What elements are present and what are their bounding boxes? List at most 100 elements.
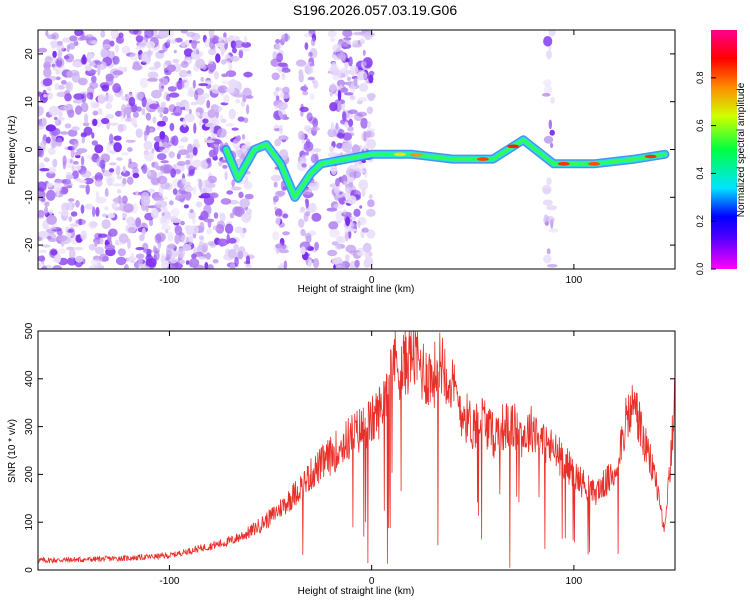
noise-blob: [79, 184, 86, 189]
y-tick-label: 100: [24, 513, 35, 530]
noise-blob: [329, 82, 337, 92]
noise-blob: [303, 211, 309, 223]
noise-blob: [340, 87, 349, 93]
noise-blob: [149, 128, 154, 133]
noise-blob: [38, 47, 48, 53]
noise-blob: [141, 163, 148, 174]
noise-blob: [204, 139, 215, 143]
noise-blob: [152, 245, 157, 254]
noise-blob: [116, 157, 123, 161]
noise-blob: [549, 129, 555, 136]
noise-blob: [357, 220, 361, 228]
noise-blob: [145, 41, 156, 49]
noise-blob: [348, 56, 353, 67]
noise-blob: [99, 236, 104, 245]
noise-blob: [187, 143, 193, 153]
noise-blob: [147, 171, 152, 176]
noise-blob: [157, 175, 168, 185]
noise-blob: [127, 238, 131, 250]
noise-blob: [363, 72, 368, 80]
noise-blob: [84, 113, 89, 124]
noise-blob: [176, 161, 186, 166]
noise-blob: [197, 51, 204, 57]
noise-blob: [86, 92, 94, 100]
noise-blob: [183, 48, 194, 57]
noise-blob: [43, 157, 50, 163]
noise-blob: [200, 159, 208, 170]
ridge-hotspot: [394, 152, 406, 157]
ridge-core: [224, 138, 667, 199]
noise-blob: [169, 122, 175, 132]
noise-blob: [144, 151, 154, 162]
noise-blob: [163, 196, 168, 200]
noise-blob: [360, 60, 367, 67]
noise-blob: [114, 44, 120, 53]
noise-blob: [336, 142, 343, 149]
x-tick-label: 0: [369, 576, 375, 587]
noise-blob: [113, 142, 122, 153]
noise-blob: [141, 96, 147, 108]
noise-blob: [353, 31, 363, 36]
noise-blob: [233, 40, 245, 49]
noise-blob: [304, 63, 312, 75]
noise-blob: [279, 136, 287, 141]
noise-blob: [99, 159, 106, 169]
noise-blob: [169, 257, 178, 264]
noise-blob: [337, 101, 342, 112]
noise-blob: [207, 264, 214, 269]
noise-blob: [279, 249, 289, 254]
noise-blob: [175, 101, 183, 107]
noise-blob: [63, 182, 73, 188]
noise-blob: [101, 213, 108, 218]
noise-blob: [167, 243, 176, 249]
noise-blob: [162, 78, 169, 86]
noise-blob: [329, 145, 335, 153]
noise-blob: [94, 174, 99, 181]
noise-blob: [135, 35, 144, 43]
noise-blob: [78, 218, 83, 226]
noise-blob: [213, 71, 219, 80]
noise-blob: [349, 94, 354, 100]
noise-blob: [44, 56, 53, 65]
noise-blob: [154, 233, 162, 244]
noise-blob: [187, 86, 195, 94]
noise-blob: [207, 63, 214, 69]
noise-blob: [274, 138, 281, 147]
noise-blob: [217, 85, 228, 94]
noise-blob: [313, 79, 319, 89]
noise-blob: [128, 158, 132, 165]
noise-blob: [128, 30, 140, 35]
noise-blob: [108, 168, 115, 173]
snr-ylabel: SNR (10 * v/v): [7, 419, 18, 483]
noise-blob: [274, 206, 278, 211]
noise-blob: [160, 182, 170, 190]
noise-blob: [157, 120, 166, 127]
noise-blob: [184, 190, 192, 201]
noise-blob: [80, 230, 88, 241]
noise-blob: [113, 135, 122, 141]
noise-blob: [56, 44, 65, 52]
noise-blob: [113, 196, 124, 204]
ridge-hotspot: [507, 144, 520, 149]
noise-blob: [350, 70, 357, 77]
noise-blob: [183, 204, 189, 209]
noise-blob: [362, 49, 366, 56]
noise-blob: [222, 164, 228, 169]
noise-blob: [63, 103, 74, 111]
noise-blob: [191, 32, 201, 41]
noise-blob: [241, 134, 246, 140]
noise-blob: [71, 126, 80, 131]
noise-blob: [356, 100, 363, 105]
noise-blob: [81, 136, 86, 144]
noise-blob: [75, 105, 82, 115]
noise-blob: [231, 179, 235, 188]
noise-blob: [326, 207, 338, 212]
noise-blob: [67, 108, 75, 118]
noise-blob: [132, 172, 140, 179]
noise-blob: [546, 177, 552, 186]
noise-blob: [281, 72, 286, 80]
noise-blob: [125, 139, 136, 143]
colorbar: 0.0 0.2 0.4 0.6 0.8 Normalized spectral ampl…: [695, 30, 747, 275]
noise-blob: [82, 122, 90, 127]
noise-blob: [75, 151, 82, 155]
